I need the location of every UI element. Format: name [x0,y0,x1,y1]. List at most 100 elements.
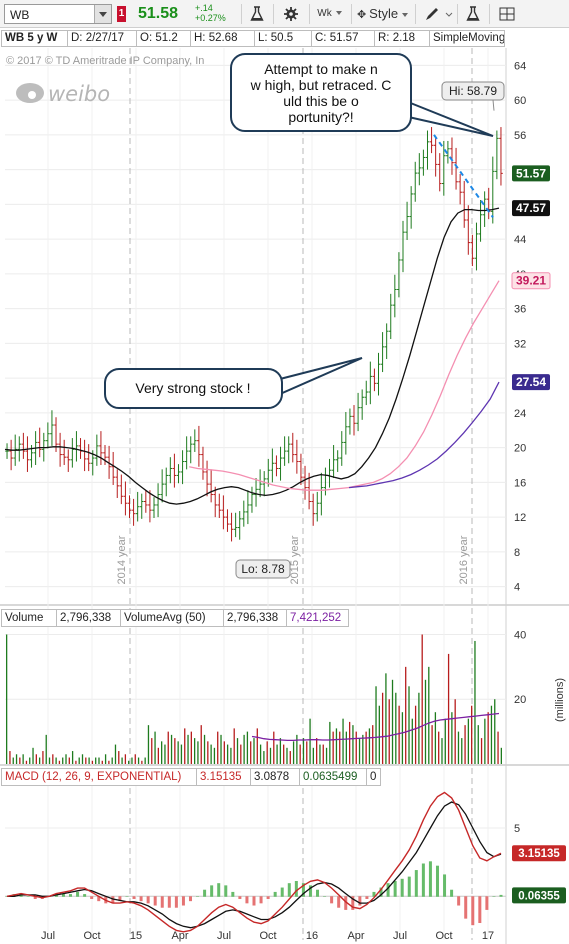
price-bar [315,491,320,522]
flask-button[interactable] [241,4,271,24]
macd-histogram-bar [316,889,320,897]
price-tick-label: 4 [514,582,520,594]
header-study[interactable]: SimpleMoving... [429,30,505,47]
volume-avg-label: VolumeAvg (50) [120,609,224,627]
gear-button[interactable] [273,4,307,24]
price-badge-text: 47.57 [516,201,546,215]
macd-histogram-bar [344,896,348,910]
macd-line [6,791,502,933]
price-bar [37,427,42,458]
macd-histogram-bar [188,896,192,902]
price-bar [482,191,487,227]
macd-histogram-bar [132,896,136,899]
studies-button[interactable] [457,4,487,24]
price-bar [99,431,103,465]
macd-histogram-bar [160,896,164,908]
toolbar: WB 1 51.58 +.14 +0.27% Wk ✥ Style [0,0,569,28]
macd-histogram-bar [224,885,228,897]
year-label: 2016 year [458,535,470,584]
change-percent: +0.27% [195,13,226,23]
price-badge: 51.57 [512,165,550,182]
flag-icon[interactable]: 1 [117,6,126,22]
price-bar [25,436,30,472]
chevron-down-icon[interactable] [94,5,111,23]
price-bar [425,130,430,170]
price-tick-label: 16 [514,477,526,489]
price-bar [495,130,499,180]
price-tick-label: 44 [514,234,526,246]
timeframe-label: Wk [317,8,332,19]
price-bar [437,153,442,192]
x-tick-label: Apr [171,930,188,942]
price-bar [246,490,250,525]
price-bar [368,361,373,405]
macd-histogram-bar [450,889,454,897]
x-tick-label: Oct [259,930,276,942]
macd-histogram-bar [266,896,270,899]
price-bar [254,478,258,507]
macd-histogram-bar [97,896,101,902]
price-bar [17,436,22,462]
price-badge: 27.54 [512,374,550,391]
hi-label-box [441,81,505,101]
price-bar [429,127,434,154]
price-tick-label: 64 [514,60,526,72]
macd-histogram-bar [153,896,157,906]
x-tick-label: Jul [217,930,231,942]
callout-top-line: Attempt to make n [264,61,378,77]
macd-histogram-bar [90,896,94,899]
price-tick-label: 8 [514,547,520,559]
price-bar [9,439,13,471]
symbol-input[interactable]: WB [4,4,112,24]
header-high: H: 52.68 [190,30,255,47]
macd-histogram-bar [118,896,122,902]
price-bar [82,439,87,472]
price-bar [278,446,283,481]
price-bar [111,451,116,485]
macd-histogram-bar [358,896,362,906]
style-button[interactable]: ✥ Style [351,4,413,24]
timeframe-button[interactable]: Wk [309,4,349,24]
macd-histogram-bar [287,883,291,897]
flask-icon [250,6,264,21]
flask-icon [466,6,480,21]
price-bar [413,161,418,202]
price-bar [205,460,209,497]
price-bar [139,493,144,519]
macd-histogram-bar [210,885,214,897]
macd-histogram-bar [386,883,390,897]
lo-label-text: Lo: 8.78 [241,562,285,576]
x-tick-label: Oct [435,930,452,942]
grid-button[interactable] [489,4,523,24]
price-bar [95,434,99,466]
macd-histogram-bar [167,896,171,908]
price-bar [86,444,91,472]
trend-line [433,134,494,218]
year-label: 2014 year [116,535,128,584]
volume-header: Volume 2,796,338 VolumeAvg (50) 2,796,33… [0,607,510,628]
macd-histogram-bar [238,896,242,899]
drawing-button[interactable] [415,4,455,24]
price-bar [221,495,226,530]
header-low: L: 50.5 [254,30,312,47]
macd-histogram-bar [365,896,369,899]
callout-mid: Very strong stock ! [104,357,363,409]
macd-histogram-bar [337,896,341,908]
price-badge: 47.57 [512,200,550,217]
price-badge-text: 39.21 [516,274,546,288]
callout-top-line: w high, but retraced. C [250,77,392,93]
macd-histogram-bar [330,896,334,904]
change-value: +.14 [195,3,213,13]
chevron-down-icon [335,11,342,16]
x-tick-label: 15 [130,930,142,942]
price-tick-label: 24 [514,408,526,420]
callout-mid-pointer [274,357,363,396]
price-bar [148,490,152,523]
weibo-logo-text: weibo [48,82,110,106]
price-bar [405,201,409,240]
macd-header: MACD (12, 26, 9, EXPONENTIAL) 3.15135 3.… [0,766,510,787]
volume-tick-label: 20 [514,694,526,706]
price-badge-box [512,374,550,391]
price-badge-box [512,200,550,217]
